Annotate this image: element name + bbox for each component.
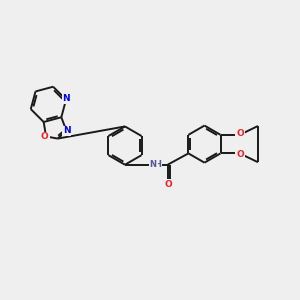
Text: O: O <box>236 129 244 138</box>
Text: N: N <box>63 126 70 135</box>
Text: H: H <box>154 160 161 169</box>
Text: O: O <box>165 180 172 189</box>
Text: N: N <box>62 94 70 103</box>
Text: O: O <box>236 150 244 159</box>
Text: O: O <box>41 133 49 142</box>
Text: N: N <box>150 160 157 169</box>
